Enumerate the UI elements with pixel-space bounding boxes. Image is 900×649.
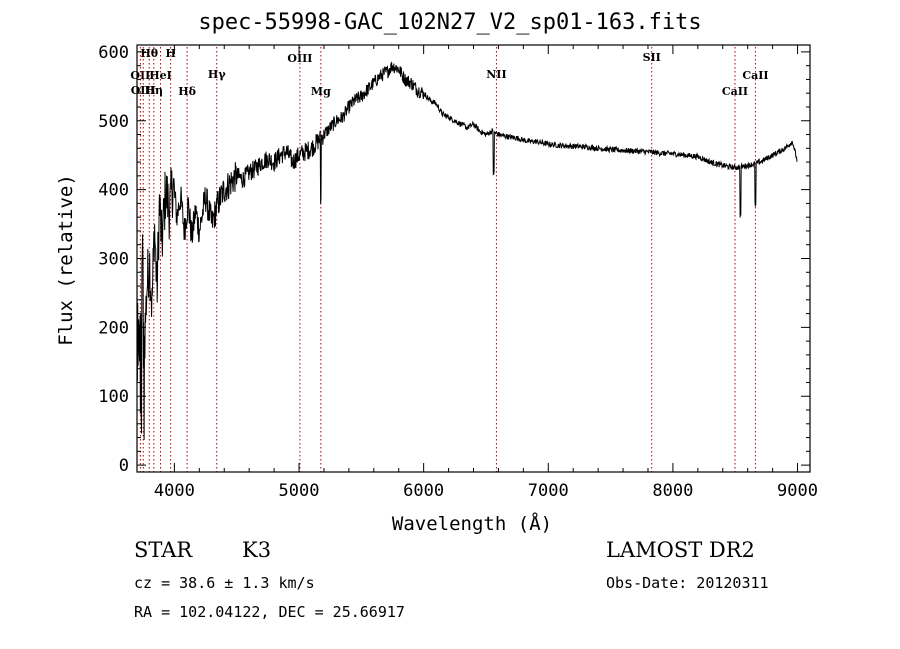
x-axis-label: Wavelength (Å): [392, 512, 552, 535]
survey-name: LAMOST DR2: [606, 538, 755, 562]
chart-title: spec-55998-GAC_102N27_V2_sp01-163.fits: [198, 10, 702, 35]
ra-dec: RA = 102.04122, DEC = 25.66917: [134, 603, 405, 621]
y-tick-label-6: 600: [98, 43, 129, 63]
line-marker-label-5: Hη: [145, 84, 163, 97]
line-marker-label-13: CaII: [722, 85, 748, 98]
y-tick-label-2: 200: [98, 318, 129, 338]
line-marker-label-12: CaII: [742, 69, 768, 82]
y-tick-label-0: 0: [119, 456, 129, 476]
line-marker-label-10: NII: [486, 68, 506, 81]
x-tick-label-3: 7000: [528, 481, 569, 501]
line-marker-label-9: Mg: [311, 85, 331, 98]
line-marker-label-1: H: [165, 47, 175, 60]
y-tick-label-5: 500: [98, 112, 129, 132]
line-marker-label-2: OII: [130, 69, 150, 82]
y-axis-label: Flux (relative): [55, 174, 77, 346]
line-marker-label-7: Hγ: [208, 68, 226, 81]
line-marker-label-8: OIII: [287, 52, 312, 65]
y-tick-label-1: 100: [98, 387, 129, 407]
x-tick-label-1: 5000: [279, 481, 320, 501]
y-tick-label-4: 400: [98, 181, 129, 201]
line-marker-label-0: Hθ: [140, 47, 158, 60]
line-marker-label-6: Hδ: [178, 85, 196, 98]
x-tick-label-2: 6000: [403, 481, 444, 501]
redshift-cz: cz = 38.6 ± 1.3 km/s: [134, 574, 315, 592]
plot-frame: [136, 44, 811, 473]
y-tick-label-3: 300: [98, 250, 129, 270]
x-tick-label-4: 8000: [652, 481, 693, 501]
spectrum-line-0: [136, 61, 798, 440]
object-subclass: K3: [242, 538, 272, 562]
line-marker-label-3: HeI: [149, 69, 172, 82]
x-tick-label-0: 4000: [154, 481, 195, 501]
line-marker-label-11: SII: [643, 51, 661, 64]
series-group: [136, 61, 798, 440]
object-class: STAR: [134, 538, 193, 562]
obs-date: Obs-Date: 20120311: [606, 574, 769, 592]
axes: 4000 5000 6000 7000 8000 9000 0 100 200 300 400 500…: [98, 43, 818, 501]
x-tick-label-5: 9000: [777, 481, 818, 501]
